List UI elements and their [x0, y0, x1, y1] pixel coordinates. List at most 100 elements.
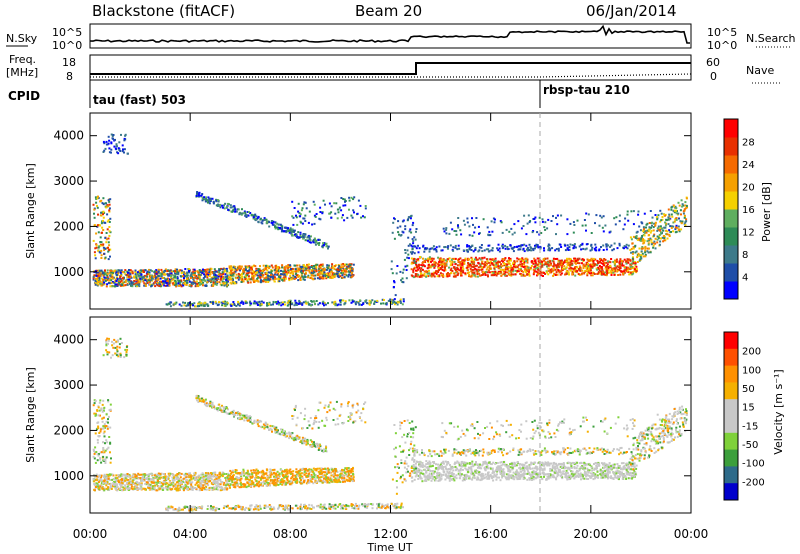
scatter-pixel — [93, 224, 96, 227]
scatter-pixel — [105, 232, 108, 234]
scatter-pixel — [508, 269, 510, 272]
nsky-label: N.Sky — [6, 32, 38, 45]
scatter-pixel — [156, 281, 159, 284]
scatter-pixel — [463, 223, 466, 226]
scatter-pixel — [670, 213, 673, 216]
scatter-pixel — [538, 272, 541, 275]
scatter-pixel — [425, 270, 428, 273]
scatter-pixel — [569, 222, 572, 225]
scatter-pixel — [106, 272, 109, 275]
scatter-pixel — [635, 268, 638, 271]
scatter-pixel — [615, 216, 618, 219]
freq-series-line — [90, 62, 691, 75]
scatter-pixel — [512, 263, 515, 266]
scatter-pixel — [351, 299, 354, 302]
scatter-pixel — [259, 304, 262, 307]
scatter-pixel — [533, 269, 536, 272]
scatter-pixel — [447, 247, 449, 250]
scatter-pixel — [183, 273, 185, 276]
scatter-pixel — [478, 257, 481, 260]
scatter-pixel — [264, 218, 267, 221]
scatter-pixel — [584, 224, 587, 227]
scatter-pixel — [260, 274, 263, 277]
scatter-pixel — [520, 227, 523, 230]
scatter-pixel — [651, 216, 654, 219]
scatter-pixel — [605, 245, 608, 248]
scatter-pixel — [95, 274, 98, 277]
scatter-pixel — [533, 257, 536, 260]
scatter-pixel — [466, 244, 469, 247]
scatter-pixel — [493, 265, 496, 268]
scatter-pixel — [213, 268, 216, 271]
scatter-pixel — [334, 274, 337, 277]
scatter-pixel — [445, 264, 448, 267]
scatter-pixel — [331, 275, 334, 278]
scatter-pixel — [137, 280, 140, 283]
scatter-pixel — [684, 204, 687, 207]
scatter-pixel — [622, 272, 625, 275]
scatter-pixel — [95, 244, 98, 247]
scatter-pixel — [585, 261, 588, 264]
scatter-pixel — [149, 485, 152, 488]
scatter-pixel — [108, 139, 111, 142]
scatter-pixel — [126, 488, 129, 491]
scatter-pixel — [122, 473, 125, 476]
scatter-pixel — [505, 274, 508, 277]
scatter-pixel — [445, 228, 448, 231]
scatter-pixel — [247, 275, 250, 278]
scatter-pixel — [221, 268, 224, 271]
scatter-pixel — [185, 276, 188, 279]
scatter-pixel — [281, 279, 284, 281]
scatter-pixel — [486, 271, 489, 274]
scatter-pixel — [206, 275, 208, 278]
scatter-pixel — [317, 269, 320, 272]
scatter-pixel — [440, 249, 443, 252]
scatter-pixel — [479, 265, 482, 268]
scatter-pixel — [582, 272, 585, 275]
scatter-pixel — [602, 262, 605, 265]
scatter-pixel — [312, 267, 315, 270]
scatter-pixel — [556, 214, 559, 217]
scatter-pixel — [572, 231, 575, 234]
scatter-pixel — [484, 261, 487, 264]
scatter-pixel — [522, 271, 525, 273]
scatter-pixel — [329, 275, 332, 278]
scatter-pixel — [424, 247, 427, 250]
scatter-pixel — [182, 301, 184, 304]
scatter-pixel — [117, 147, 120, 150]
scatter-pixel — [662, 229, 665, 232]
scatter-pixel — [656, 218, 659, 221]
scatter-pixel — [327, 247, 329, 250]
scatter-pixel — [189, 472, 191, 475]
scatter-pixel — [104, 269, 106, 272]
scatter-pixel — [397, 220, 400, 223]
scatter-pixel — [118, 278, 121, 281]
scatter-pixel — [362, 215, 364, 218]
scatter-pixel — [431, 247, 434, 250]
scatter-pixel — [138, 281, 141, 284]
scatter-pixel — [663, 239, 666, 242]
scatter-pixel — [247, 277, 250, 280]
scatter-pixel — [441, 268, 444, 271]
scatter-pixel — [647, 251, 650, 254]
scatter-pixel — [431, 259, 434, 262]
scatter-pixel — [325, 273, 328, 276]
scatter-pixel — [513, 260, 516, 263]
scatter-pixel — [330, 269, 333, 272]
scatter-pixel — [112, 272, 114, 275]
scatter-pixel — [514, 266, 517, 269]
scatter-pixel — [497, 265, 500, 268]
scatter-pixel — [121, 144, 124, 147]
scatter-pixel — [142, 276, 145, 279]
scatter-pixel — [639, 238, 642, 241]
scatter-pixel — [104, 270, 106, 273]
scatter-pixel — [635, 271, 638, 274]
scatter-pixel — [225, 278, 228, 281]
scatter-pixel — [468, 225, 471, 228]
scatter-pixel — [219, 278, 222, 281]
scatter-pixel — [603, 261, 605, 264]
scatter-pixel — [205, 196, 208, 199]
scatter-pixel — [342, 198, 345, 200]
scatter-pixel — [168, 270, 170, 272]
scatter-pixel — [103, 271, 106, 274]
